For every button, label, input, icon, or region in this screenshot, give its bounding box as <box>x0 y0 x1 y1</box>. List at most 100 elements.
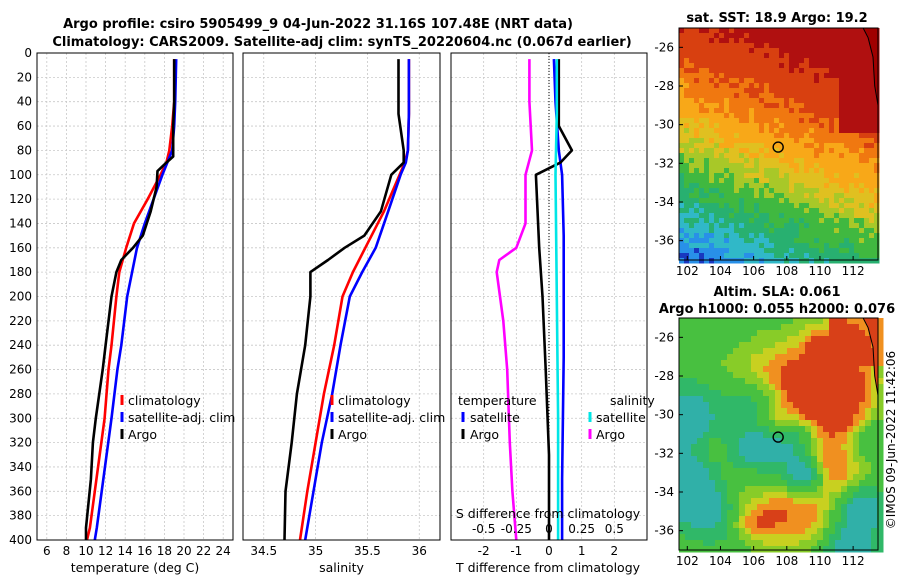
heatmap-cell <box>789 133 795 139</box>
heatmap-cell <box>699 28 705 34</box>
heatmap-cell <box>679 38 685 44</box>
heatmap-cell <box>877 426 884 433</box>
heatmap-cell <box>757 492 764 499</box>
heatmap-cell <box>844 133 850 139</box>
heatmap-cell <box>874 133 880 139</box>
heatmap-cell <box>749 208 755 214</box>
heatmap-cell <box>691 522 698 529</box>
heatmap-cell <box>685 360 692 367</box>
heatmap-cell <box>721 324 728 331</box>
heatmap-cell <box>739 462 746 469</box>
heatmap-cell <box>805 450 812 457</box>
heatmap-cell <box>719 153 725 159</box>
heatmap-cell <box>689 88 695 94</box>
heatmap-cell <box>841 330 848 337</box>
heatmap-cell <box>834 68 840 74</box>
heatmap-cell <box>799 336 806 343</box>
heatmap-cell <box>679 414 686 421</box>
heatmap-cell <box>817 378 824 385</box>
heatmap-cell <box>841 534 848 541</box>
heatmap-cell <box>864 53 870 59</box>
heatmap-cell <box>809 133 815 139</box>
heatmap-cell <box>829 88 835 94</box>
heatmap-cell <box>744 213 750 219</box>
heatmap-cell <box>684 43 690 49</box>
heatmap-cell <box>694 208 700 214</box>
heatmap-cell <box>759 38 765 44</box>
heatmap-cell <box>809 233 815 239</box>
heatmap-cell <box>709 243 715 249</box>
heatmap-cell <box>685 498 692 505</box>
x-tick-label: 10 <box>78 544 93 558</box>
heatmap-cell <box>849 43 855 49</box>
heatmap-cell <box>751 318 758 325</box>
heatmap-cell <box>715 438 722 445</box>
heatmap-cell <box>751 474 758 481</box>
heatmap-cell <box>739 63 745 69</box>
heatmap-cell <box>793 474 800 481</box>
heatmap-cell <box>779 88 785 94</box>
heatmap-cell <box>859 93 865 99</box>
heatmap-cell <box>775 426 782 433</box>
heatmap-cell <box>729 178 735 184</box>
heatmap-cell <box>733 342 740 349</box>
heatmap-cell <box>727 342 734 349</box>
heatmap-cell <box>834 198 840 204</box>
heatmap-cell <box>739 516 746 523</box>
heatmap-cell <box>814 123 820 129</box>
heatmap-cell <box>714 178 720 184</box>
heatmap-cell <box>823 324 830 331</box>
heatmap-cell <box>839 133 845 139</box>
heatmap-cell <box>719 178 725 184</box>
heatmap-cell <box>781 462 788 469</box>
heatmap-cell <box>714 213 720 219</box>
heatmap-cell <box>841 414 848 421</box>
heatmap-cell <box>844 48 850 54</box>
heatmap-cell <box>685 420 692 427</box>
heatmap-cell <box>763 414 770 421</box>
heatmap-cell <box>704 138 710 144</box>
heatmap-cell <box>829 486 836 493</box>
heatmap-cell <box>839 58 845 64</box>
heatmap-cell <box>864 48 870 54</box>
heatmap-cell <box>793 528 800 535</box>
heatmap-cell <box>774 133 780 139</box>
heatmap-cell <box>853 366 860 373</box>
heatmap-cell <box>834 43 840 49</box>
heatmap-cell <box>853 516 860 523</box>
heatmap-cell <box>853 534 860 541</box>
heatmap-cell <box>724 163 730 169</box>
heatmap-cell <box>871 462 878 469</box>
heatmap-cell <box>751 408 758 415</box>
heatmap-cell <box>721 480 728 487</box>
heatmap-cell <box>757 384 764 391</box>
heatmap-cell <box>769 438 776 445</box>
heatmap-cell <box>804 233 810 239</box>
heatmap-cell <box>757 486 764 493</box>
heatmap-cell <box>709 178 715 184</box>
heatmap-cell <box>793 396 800 403</box>
heatmap-cell <box>819 88 825 94</box>
heatmap-cell <box>729 183 735 189</box>
heatmap-cell <box>824 138 830 144</box>
heatmap-cell <box>781 498 788 505</box>
heatmap-cell <box>733 432 740 439</box>
heatmap-cell <box>721 534 728 541</box>
heatmap-cell <box>703 480 710 487</box>
heatmap-cell <box>849 78 855 84</box>
heatmap-cell <box>774 173 780 179</box>
heatmap-cell <box>745 510 752 517</box>
heatmap-cell <box>877 360 884 367</box>
heatmap-cell <box>763 426 770 433</box>
heatmap-cell <box>787 444 794 451</box>
heatmap-cell <box>841 522 848 529</box>
heatmap-cell <box>787 462 794 469</box>
sst-heatmap-cells <box>679 28 880 264</box>
heatmap-cell <box>699 53 705 59</box>
heatmap-cell <box>793 348 800 355</box>
heatmap-cell <box>734 33 740 39</box>
heatmap-cell <box>877 318 884 325</box>
heatmap-cell <box>859 128 865 134</box>
heatmap-cell <box>715 390 722 397</box>
heatmap-cell <box>819 98 825 104</box>
